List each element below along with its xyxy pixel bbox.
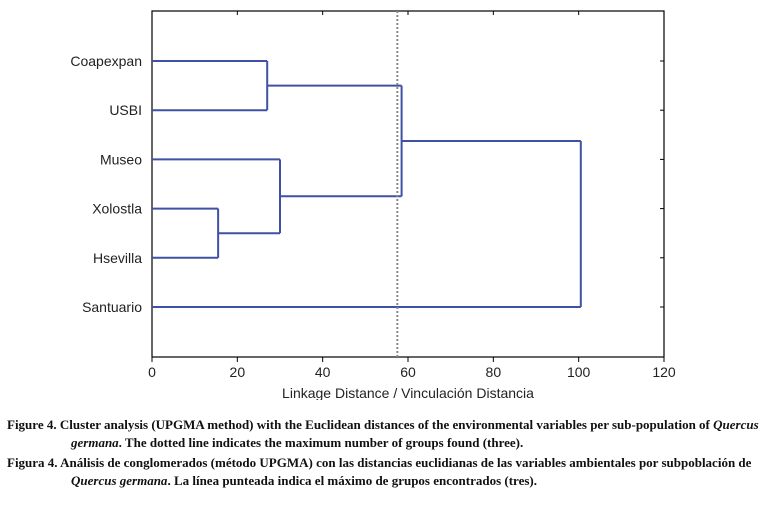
x-tick-label: 120 [652,364,676,380]
x-tick-label: 60 [400,364,416,380]
caption-en-prefix: Figure 4. Cluster analysis (UPGMA method… [7,417,714,432]
leaf-label: Hsevilla [93,250,142,266]
figure-caption: Figure 4. Cluster analysis (UPGMA method… [7,416,769,492]
dendrogram-svg: 0 20 40 60 80 100 120 Linkage Distance / Vincul… [70,10,676,400]
leaf-label: USBI [109,102,142,118]
caption-en-species: Quercus germana [71,417,759,450]
x-tick-label: 0 [148,364,156,380]
x-tick-label: 40 [315,364,331,380]
caption-es-prefix: Figura 4. Análisis de conglomerados (mét… [7,455,752,470]
x-tick-label: 100 [567,364,591,380]
x-tick-label: 80 [486,364,502,380]
caption-spanish: Figura 4. Análisis de conglomerados (mét… [7,454,769,490]
caption-es-suffix: . La línea punteada indica el máximo de … [167,473,537,488]
caption-en-suffix: . The dotted line indicates the maximum … [118,435,524,450]
leaf-label: Coapexpan [70,53,142,69]
leaf-label: Xolostla [92,201,142,217]
caption-english: Figure 4. Cluster analysis (UPGMA method… [7,416,769,452]
plot-frame [151,10,665,358]
dendrogram-chart: 0 20 40 60 80 100 120 Linkage Distance / Vincul… [70,10,676,400]
caption-es-species: Quercus germana [71,473,168,488]
x-tick-label: 20 [230,364,246,380]
x-axis-title: Linkage Distance / Vinculación Distancia [282,385,534,400]
leaf-label: Museo [100,151,142,167]
leaf-label: Santuario [82,299,142,315]
